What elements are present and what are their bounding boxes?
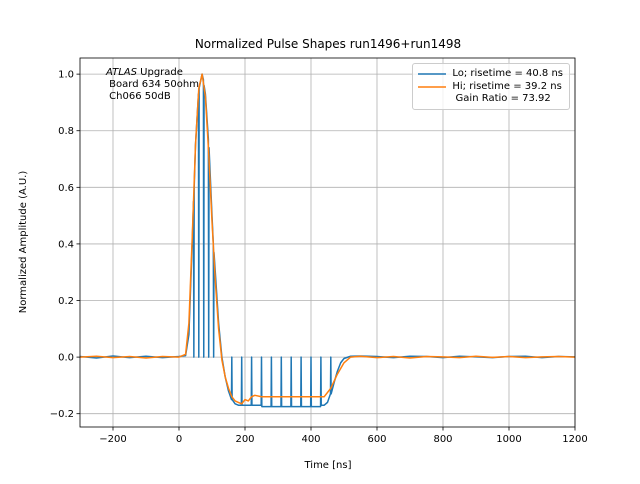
plot-frame [79,57,576,428]
y-tick-label: 0.6 [58,183,74,194]
y-tick-label: 1.0 [58,70,74,81]
legend-swatch [418,86,447,88]
chart-title: Normalized Pulse Shapes run1496+run1498 [195,37,461,51]
x-tick-label: 0 [176,434,182,445]
series-line [80,73,575,408]
y-axis-label: Normalized Amplitude (A.U.) [18,171,29,314]
x-tick-label: 1200 [562,434,587,445]
legend-label: Hi; risetime = 39.2 ns Gain Ratio = 73.9… [452,81,562,104]
legend-swatch [418,73,447,75]
y-tick-label: 0.8 [58,126,74,137]
x-tick-label: 1000 [496,434,521,445]
x-tick-label: 200 [235,434,254,445]
series-line [80,73,575,405]
x-tick-label: 600 [367,434,386,445]
y-tick-label: −0.2 [50,409,74,420]
annotation-text: Upgrade Board 634 50ohm Ch066 50dB [109,67,199,102]
y-tick-label: 0.0 [58,353,74,364]
annotation-italic: ATLAS [106,67,137,78]
legend-entry: Lo; risetime = 40.8 ns [418,68,563,80]
annotation: ATLAS Upgrade Board 634 50ohm Ch066 50dB [106,67,199,103]
x-tick-label: −200 [99,434,126,445]
legend-entry: Hi; risetime = 39.2 ns Gain Ratio = 73.9… [418,81,563,105]
x-tick-label: 400 [301,434,320,445]
x-tick-label: 800 [433,434,452,445]
x-axis-label: Time [ns] [303,460,351,471]
y-tick-label: 0.4 [58,239,74,250]
legend-label: Lo; risetime = 40.8 ns [452,68,563,79]
y-tick-label: 0.2 [58,296,74,307]
legend: Lo; risetime = 40.8 ns Hi; risetime = 39.… [412,63,570,110]
